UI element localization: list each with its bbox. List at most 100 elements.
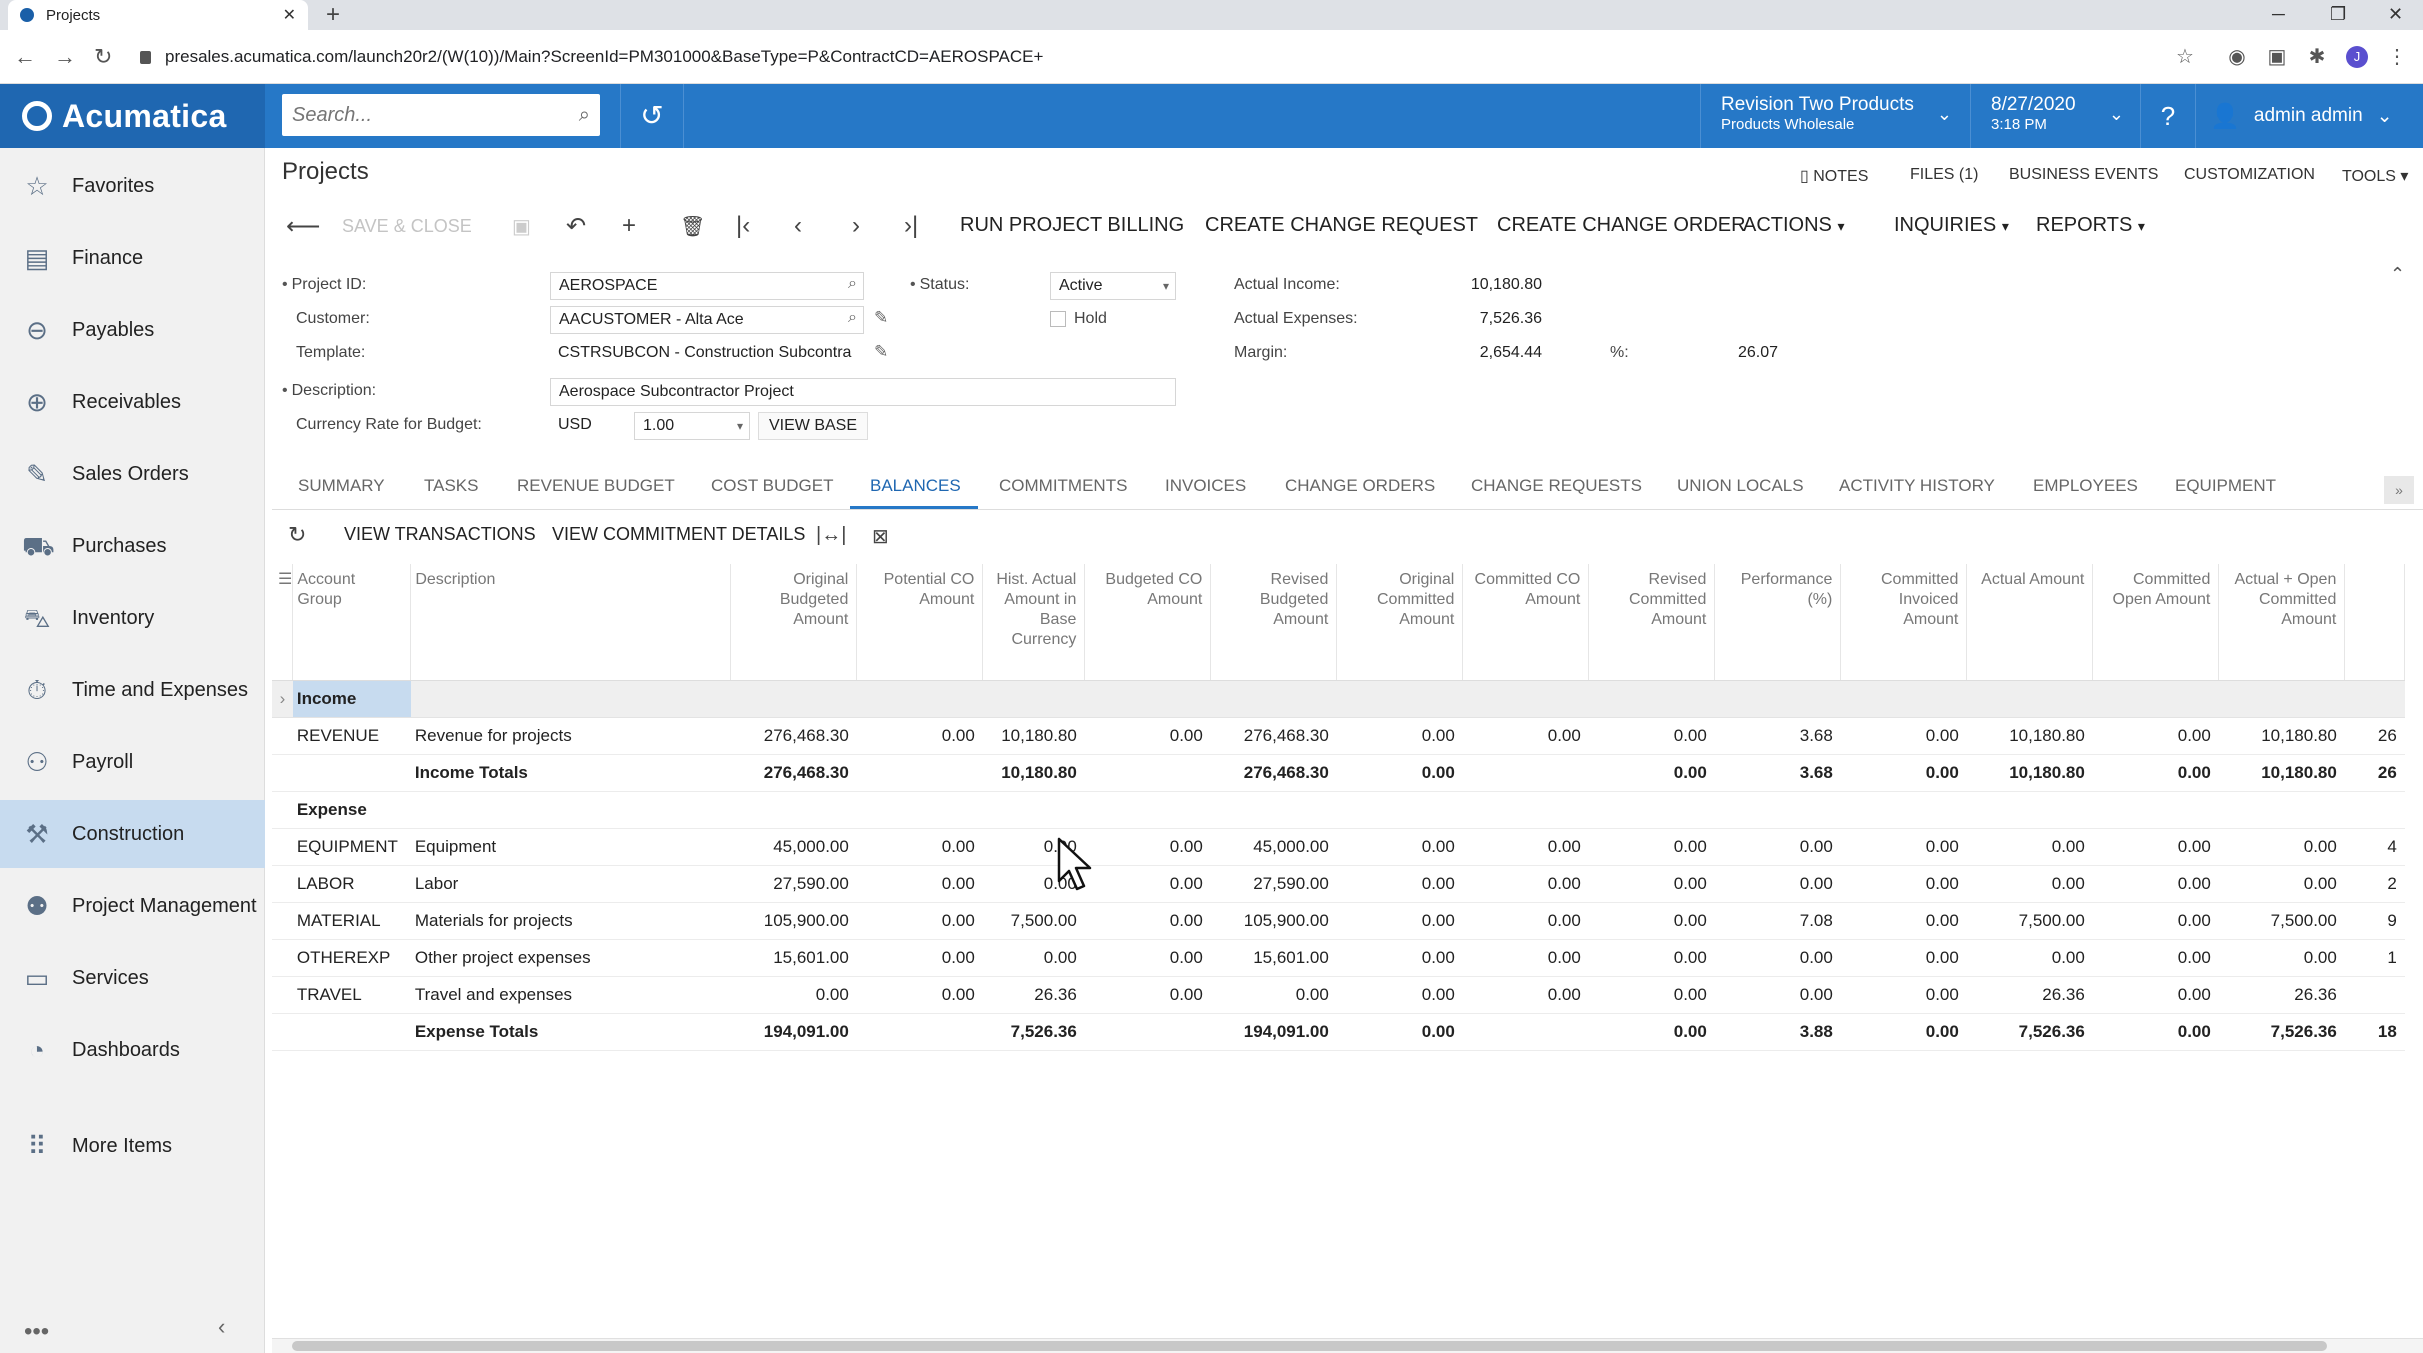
collapse-form-icon[interactable]: ⌃ <box>2390 264 2406 284</box>
view-base-button[interactable]: VIEW BASE <box>758 412 869 440</box>
tools-menu[interactable]: TOOLS ▾ <box>2342 168 2409 185</box>
column-header[interactable]: Performance (%) <box>1714 564 1842 681</box>
business-events-link[interactable]: BUSINESS EVENTS <box>2009 166 2159 183</box>
sidebar-item-purchases[interactable]: ⛟ Purchases <box>0 512 265 580</box>
sidebar-item-favorites[interactable]: ☆ Favorites <box>0 152 265 220</box>
currency-field[interactable]: USD <box>550 412 634 440</box>
tab-commitments[interactable]: COMMITMENTS <box>999 476 1128 495</box>
sidebar-item-payables[interactable]: ⊖ Payables <box>0 296 265 364</box>
tab-cost-budget[interactable]: COST BUDGET <box>711 476 834 495</box>
column-header[interactable]: Revised Budgeted Amount <box>1210 564 1338 681</box>
table-row[interactable]: TRAVEL Travel and expenses 0.00 0.00 26.36 0.… <box>272 976 2405 1014</box>
sidebar-item-more-items[interactable]: ⠿ More Items <box>0 1112 265 1180</box>
next-record-icon[interactable]: › <box>852 212 860 239</box>
back-arrow-icon[interactable]: ← <box>14 44 36 69</box>
notes-link[interactable]: ▯ NOTES <box>1800 168 1869 185</box>
tab-invoices[interactable]: INVOICES <box>1165 476 1247 495</box>
search-icon[interactable]: ⌕ <box>848 275 857 292</box>
help-icon[interactable]: ? <box>2140 84 2196 148</box>
edit-template-icon[interactable]: ✎ <box>874 342 889 361</box>
scrollbar-thumb[interactable] <box>292 1341 2327 1351</box>
sidebar-item-construction[interactable]: ⚒ Construction <box>0 800 265 868</box>
reports-menu[interactable]: REPORTS ▾ <box>2036 214 2145 236</box>
column-header[interactable]: Actual + Open Committed Amount <box>2218 564 2346 681</box>
tab-balances[interactable]: BALANCES <box>870 476 961 495</box>
view-transactions-button[interactable]: VIEW TRANSACTIONS <box>344 524 536 544</box>
tab-revenue-budget[interactable]: REVENUE BUDGET <box>517 476 675 495</box>
group-row-expense[interactable]: Expense <box>272 791 2405 829</box>
run-project-billing-button[interactable]: RUN PROJECT BILLING <box>960 214 1185 236</box>
fit-columns-icon[interactable]: |↔| <box>816 524 847 546</box>
tab-change-requests[interactable]: CHANGE REQUESTS <box>1471 476 1642 495</box>
url-field[interactable]: presales.acumatica.com/launch20r2/(W(10)… <box>140 38 2160 76</box>
last-record-icon[interactable]: ›| <box>904 212 919 239</box>
sidebar-item-payroll[interactable]: ⚇ Payroll <box>0 728 265 796</box>
business-date-selector[interactable]: 8/27/2020 3:18 PM ⌄ <box>1970 84 2140 148</box>
back-icon[interactable]: ⟵ <box>286 213 321 240</box>
user-menu[interactable]: 👤 admin admin ⌄ <box>2210 84 2393 148</box>
inquiries-menu[interactable]: INQUIRIES ▾ <box>1894 214 2009 236</box>
sidebar-item-project-management[interactable]: ⚉ Project Management <box>0 872 265 940</box>
column-header[interactable]: Account Group <box>292 564 412 681</box>
search-box[interactable]: ⌕ <box>282 94 600 136</box>
add-icon[interactable]: + <box>622 212 637 239</box>
table-row[interactable]: MATERIAL Materials for projects 105,900.00… <box>272 902 2405 940</box>
column-header[interactable]: Committed CO Amount <box>1462 564 1590 681</box>
description-field[interactable]: Aerospace Subcontractor Project <box>550 378 1176 406</box>
acumatica-logo[interactable]: Acumatica <box>0 84 265 148</box>
browser-tab[interactable]: Projects ✕ <box>8 0 308 30</box>
tab-change-orders[interactable]: CHANGE ORDERS <box>1285 476 1436 495</box>
view-commitment-details-button[interactable]: VIEW COMMITMENT DETAILS <box>552 524 806 544</box>
history-icon[interactable]: ↺ <box>620 84 684 148</box>
tab-activity-history[interactable]: ACTIVITY HISTORY <box>1839 476 1995 495</box>
column-header[interactable]: Potential CO Amount <box>856 564 984 681</box>
column-header[interactable]: Description <box>410 564 732 681</box>
forward-arrow-icon[interactable]: → <box>54 44 76 69</box>
bookmark-star-icon[interactable]: ☆ <box>2176 46 2194 68</box>
browser-menu-icon[interactable]: ⋮ <box>2387 46 2407 68</box>
files-link[interactable]: FILES (1) <box>1910 166 1979 183</box>
sidebar-item-sales-orders[interactable]: ✎ Sales Orders <box>0 440 265 508</box>
previous-record-icon[interactable]: ‹ <box>794 212 802 239</box>
group-row-income[interactable]: › Income <box>272 680 2405 718</box>
table-row[interactable]: LABOR Labor 27,590.00 0.00 0.00 0.00 27,590.00… <box>272 865 2405 903</box>
column-header[interactable]: Hist. Actual Amount in Base Currency <box>982 564 1086 681</box>
refresh-icon[interactable]: ↻ <box>288 522 307 547</box>
column-header[interactable]: Original Budgeted Amount <box>730 564 858 681</box>
status-select[interactable]: Active ▾ <box>1050 272 1176 300</box>
column-chooser-icon[interactable]: ☰ <box>272 564 294 681</box>
column-header[interactable]: Revised Committed Amount <box>1588 564 1716 681</box>
tab-tasks[interactable]: TASKS <box>424 476 479 495</box>
collapse-sidebar-icon[interactable]: ‹ <box>218 1314 226 1339</box>
search-icon[interactable]: ⌕ <box>848 309 857 326</box>
tab-equipment[interactable]: EQUIPMENT <box>2175 476 2277 495</box>
search-input[interactable] <box>292 103 579 127</box>
sidebar-item-dashboards[interactable]: ◔ Dashboards <box>0 1016 265 1084</box>
column-header[interactable]: Committed Invoiced Amount <box>1840 564 1968 681</box>
sidebar-item-finance[interactable]: ▤ Finance <box>0 224 265 292</box>
extension-icon[interactable]: ▣ <box>2267 46 2287 68</box>
new-tab-icon[interactable]: + <box>326 1 341 28</box>
sidebar-item-time-and-expenses[interactable]: ⏱ Time and Expenses <box>0 656 265 724</box>
create-change-order-button[interactable]: CREATE CHANGE ORDER <box>1497 214 1746 236</box>
window-close-icon[interactable]: ✕ <box>2388 4 2404 24</box>
sidebar-item-receivables[interactable]: ⊕ Receivables <box>0 368 265 436</box>
column-header[interactable]: Budgeted CO Amount <box>1084 564 1212 681</box>
save-close-button[interactable]: SAVE & CLOSE <box>342 216 472 236</box>
sidebar-item-inventory[interactable]: ⛍ Inventory <box>0 584 265 652</box>
table-row[interactable]: REVENUE Revenue for projects 276,468.30 … <box>272 717 2405 755</box>
table-row[interactable]: EQUIPMENTEquipment45,000.000.000.000.004… <box>272 828 2405 866</box>
tab-employees[interactable]: EMPLOYEES <box>2033 476 2138 495</box>
column-header[interactable]: Actual Amount <box>1966 564 2094 681</box>
minimize-icon[interactable]: ─ <box>2272 4 2285 24</box>
sidebar-item-services[interactable]: ▭ Services <box>0 944 265 1012</box>
search-icon[interactable]: ⌕ <box>578 103 590 126</box>
project-id-field[interactable]: AEROSPACE ⌕ <box>550 272 864 300</box>
profile-avatar-icon[interactable]: J <box>2346 46 2368 68</box>
checkbox-icon[interactable] <box>1050 310 1066 327</box>
edit-customer-icon[interactable]: ✎ <box>874 308 889 327</box>
tab-union-locals[interactable]: UNION LOCALS <box>1677 476 1804 495</box>
actions-menu[interactable]: ACTIONS ▾ <box>1743 214 1845 236</box>
create-change-request-button[interactable]: CREATE CHANGE REQUEST <box>1205 214 1478 236</box>
customer-field[interactable]: AACUSTOMER - Alta Ace ⌕ <box>550 306 864 334</box>
